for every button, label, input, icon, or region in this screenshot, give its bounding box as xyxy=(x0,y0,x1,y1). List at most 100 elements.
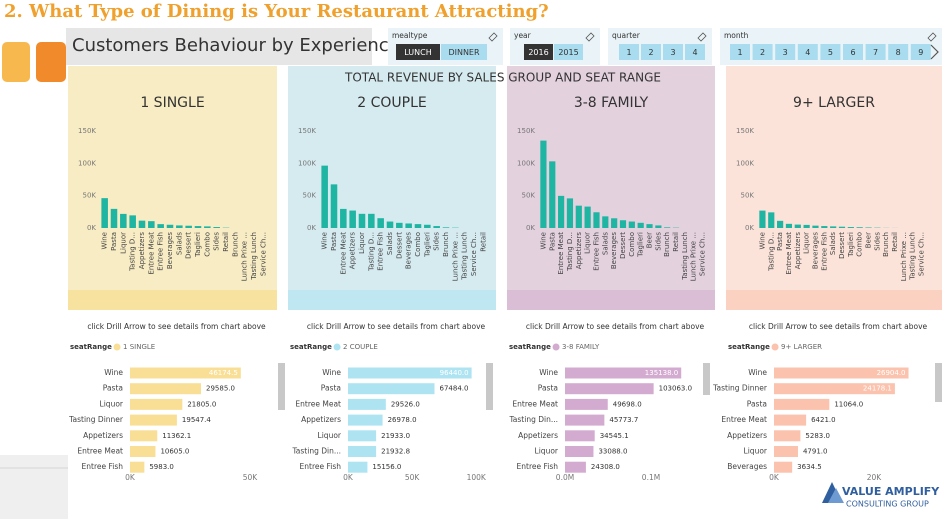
bar[interactable] xyxy=(148,221,155,228)
bar[interactable] xyxy=(565,398,608,410)
bar[interactable] xyxy=(424,224,431,228)
bar[interactable] xyxy=(575,205,582,228)
bar[interactable] xyxy=(129,215,136,228)
bar[interactable] xyxy=(358,213,366,228)
bar[interactable] xyxy=(130,367,241,379)
bar[interactable] xyxy=(664,227,671,228)
bar[interactable] xyxy=(130,430,158,442)
bar[interactable] xyxy=(637,222,644,228)
bar[interactable] xyxy=(558,195,565,228)
slicer-button[interactable] xyxy=(441,44,487,60)
bar[interactable] xyxy=(348,383,435,395)
bar[interactable] xyxy=(110,208,118,228)
bar[interactable] xyxy=(838,226,846,228)
bar[interactable] xyxy=(785,223,793,228)
bar[interactable] xyxy=(349,210,356,228)
bar[interactable] xyxy=(774,461,793,473)
bar[interactable] xyxy=(628,221,635,228)
slicer-option[interactable]: 2016 xyxy=(528,48,548,57)
bar[interactable] xyxy=(433,226,440,228)
bar[interactable] xyxy=(540,140,547,228)
bar[interactable] xyxy=(794,224,801,228)
slicer-next-arrow[interactable] xyxy=(930,44,939,60)
bar[interactable] xyxy=(566,198,574,228)
bar[interactable] xyxy=(774,398,830,410)
slicer-option[interactable]: 2 xyxy=(760,48,765,57)
bar[interactable] xyxy=(130,398,183,410)
bar[interactable] xyxy=(185,225,192,228)
slicer-option[interactable]: 8 xyxy=(896,48,901,57)
bar[interactable] xyxy=(130,414,177,426)
slicer-button[interactable] xyxy=(663,44,683,60)
bar[interactable] xyxy=(655,225,662,228)
bar[interactable] xyxy=(584,206,591,228)
bar[interactable] xyxy=(321,165,328,228)
bar[interactable] xyxy=(386,221,394,228)
scrollbar[interactable] xyxy=(278,363,285,410)
bar[interactable] xyxy=(348,367,472,379)
bar[interactable] xyxy=(865,227,872,228)
bar[interactable] xyxy=(213,227,220,228)
bar[interactable] xyxy=(774,414,807,426)
scrollbar[interactable] xyxy=(703,363,710,395)
slicer-option[interactable]: 4 xyxy=(805,48,810,57)
bar[interactable] xyxy=(130,383,202,395)
bar[interactable] xyxy=(330,184,338,228)
bar[interactable] xyxy=(348,414,383,426)
bar[interactable] xyxy=(368,213,375,228)
slicer-option[interactable]: 1 xyxy=(737,48,742,57)
bar[interactable] xyxy=(549,161,556,228)
slicer-option[interactable]: 1 xyxy=(626,48,631,57)
slicer-button[interactable] xyxy=(619,44,639,60)
bar[interactable] xyxy=(204,226,211,228)
bar[interactable] xyxy=(377,218,384,228)
bar[interactable] xyxy=(396,222,403,228)
bar[interactable] xyxy=(348,430,377,442)
bar[interactable] xyxy=(856,227,863,228)
bar[interactable] xyxy=(405,223,412,228)
slicer-option[interactable]: 9 xyxy=(918,48,923,57)
bar[interactable] xyxy=(847,227,854,228)
slicer-button[interactable] xyxy=(775,44,796,60)
bar[interactable] xyxy=(759,210,766,228)
bar[interactable] xyxy=(348,461,368,473)
bar[interactable] xyxy=(166,224,174,228)
bar[interactable] xyxy=(768,212,775,228)
slicer-option[interactable]: LUNCH xyxy=(404,48,432,57)
bar[interactable] xyxy=(774,430,801,442)
bar[interactable] xyxy=(565,383,654,395)
bar[interactable] xyxy=(565,461,586,473)
slicer-option[interactable]: 2 xyxy=(648,48,653,57)
slicer-button[interactable] xyxy=(843,44,863,60)
slicer-option[interactable]: 4 xyxy=(692,48,697,57)
bar[interactable] xyxy=(602,216,609,228)
scrollbar[interactable] xyxy=(486,363,493,410)
bar[interactable] xyxy=(194,226,202,228)
bar[interactable] xyxy=(157,224,164,228)
scrollbar[interactable] xyxy=(935,363,942,402)
slicer-button[interactable] xyxy=(797,44,818,60)
bar[interactable] xyxy=(442,227,450,228)
legend-label[interactable]: 3-8 FAMILY xyxy=(562,343,600,351)
slicer-option[interactable]: DINNER xyxy=(448,48,480,57)
bar[interactable] xyxy=(565,430,595,442)
slicer-option[interactable]: 5 xyxy=(828,48,833,57)
slicer-option[interactable]: 7 xyxy=(873,48,878,57)
slicer-clear[interactable] xyxy=(697,32,707,42)
bar[interactable] xyxy=(348,398,386,410)
slicer-button[interactable] xyxy=(730,44,750,60)
bar[interactable] xyxy=(821,226,828,228)
bar[interactable] xyxy=(774,383,895,395)
bar[interactable] xyxy=(414,224,422,228)
bar[interactable] xyxy=(830,226,837,228)
bar[interactable] xyxy=(130,446,156,457)
legend-label[interactable]: 1 SINGLE xyxy=(123,343,155,351)
bar[interactable] xyxy=(593,212,600,228)
slicer-clear[interactable] xyxy=(488,32,498,42)
bar[interactable] xyxy=(812,225,819,228)
legend-label[interactable]: 2 COUPLE xyxy=(343,343,378,351)
slicer-option[interactable]: 3 xyxy=(783,48,788,57)
bar[interactable] xyxy=(611,218,618,228)
slicer-button[interactable] xyxy=(524,44,553,60)
slicer-option[interactable]: 2015 xyxy=(558,48,578,57)
